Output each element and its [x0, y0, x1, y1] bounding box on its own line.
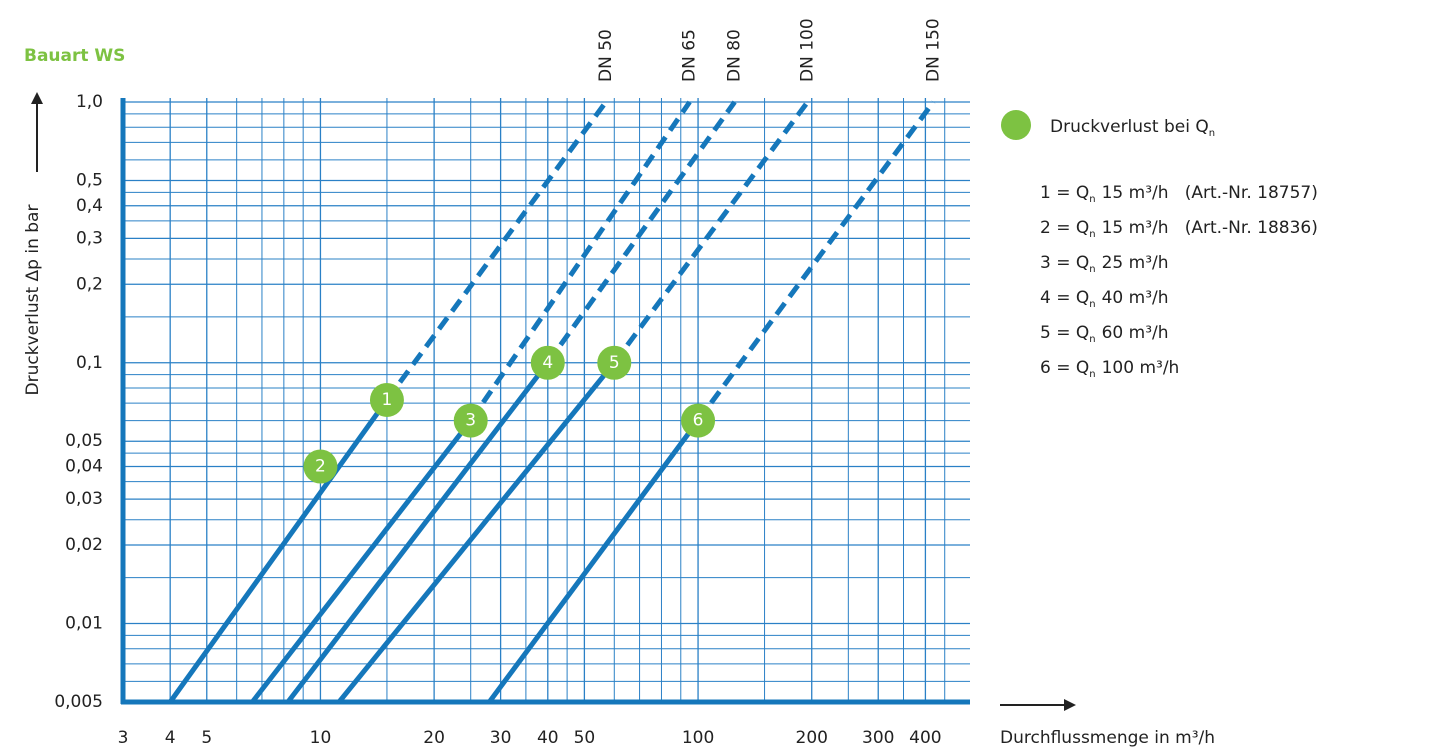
series-line-dashed — [468, 100, 692, 423]
y-tick-label: 0,4 — [76, 196, 103, 216]
y-axis-label: Druckverlust Δp in bar — [23, 205, 43, 396]
y-tick-label: 0,005 — [54, 692, 103, 712]
legend-item: 1 = Qn 15 m³/h (Art.-Nr. 18757) — [1040, 183, 1318, 205]
legend-title-text: Druckverlust bei Q — [1050, 117, 1209, 137]
point-marker — [530, 345, 565, 380]
y-tick-label: 0,02 — [65, 535, 103, 555]
chart-title: Bauart WS — [24, 46, 125, 66]
x-tick-label: 20 — [423, 728, 445, 748]
x-axis-label: Durchflussmenge in m³/h — [1000, 728, 1215, 748]
legend-item: 2 = Qn 15 m³/h (Art.-Nr. 18836) — [1040, 218, 1318, 240]
series-label: DN 65 — [680, 29, 700, 82]
legend-item-prefix: 2 = Q — [1040, 218, 1089, 238]
legend-item-text: 40 m³/h — [1102, 288, 1169, 308]
legend-item-prefix: 5 = Q — [1040, 323, 1089, 343]
y-tick-label: 0,03 — [65, 489, 103, 509]
y-tick-label: 0,5 — [76, 170, 103, 190]
x-tick-label: 400 — [909, 728, 941, 748]
point-label: 2 — [315, 457, 326, 477]
x-tick-label: 4 — [165, 728, 176, 748]
legend-item-text: 15 m³/h (Art.-Nr. 18836) — [1102, 218, 1318, 238]
series-line-dashed — [696, 100, 936, 423]
legend-title-sub: n — [1209, 128, 1215, 139]
point-label: 5 — [609, 353, 620, 373]
legend-item-text: 60 m³/h — [1102, 323, 1169, 343]
x-tick-label: 3 — [118, 728, 129, 748]
legend-marker — [1001, 110, 1031, 140]
point-label: 1 — [382, 390, 393, 410]
series-label: DN 80 — [725, 29, 745, 82]
point-marker — [303, 449, 338, 484]
y-tick-label: 0,01 — [65, 614, 103, 634]
series-line — [337, 361, 617, 704]
x-tick-label: 40 — [537, 728, 559, 748]
series-line — [285, 361, 550, 704]
legend-item-sub: n — [1089, 194, 1095, 205]
y-tick-label: 0,3 — [76, 228, 103, 248]
y-tick-label: 0,1 — [76, 353, 103, 373]
series-line — [168, 398, 389, 704]
legend-item-prefix: 3 = Q — [1040, 253, 1089, 273]
y-tick-label: 1,0 — [76, 92, 103, 112]
x-tick-label: 200 — [796, 728, 828, 748]
x-tick-label: 30 — [490, 728, 512, 748]
legend-item: 3 = Qn 25 m³/h — [1040, 253, 1169, 275]
series-line — [250, 419, 473, 704]
x-tick-label: 10 — [310, 728, 332, 748]
y-tick-label: 0,2 — [76, 274, 103, 294]
x-tick-label: 50 — [574, 728, 596, 748]
series-line-dashed — [384, 100, 608, 402]
legend-item: 6 = Qn 100 m³/h — [1040, 358, 1179, 380]
legend-item-sub: n — [1089, 229, 1095, 240]
series-line-dashed — [545, 100, 737, 365]
series-label: DN 100 — [798, 18, 818, 82]
series-line — [487, 419, 701, 704]
legend-title: Druckverlust bei Qn — [1050, 117, 1215, 139]
point-marker — [369, 382, 404, 417]
y-tick-label: 0,04 — [65, 457, 103, 477]
legend-item-sub: n — [1089, 369, 1095, 380]
legend-item-text: 100 m³/h — [1102, 358, 1180, 378]
x-arrow-head — [1064, 699, 1076, 711]
legend-item-sub: n — [1089, 299, 1095, 310]
legend-item-prefix: 6 = Q — [1040, 358, 1089, 378]
point-label: 4 — [542, 353, 553, 373]
series-line-dashed — [612, 100, 810, 365]
series-label: DN 50 — [596, 29, 616, 82]
point-marker — [681, 403, 716, 438]
series-label: DN 150 — [923, 18, 943, 82]
point-label: 6 — [693, 411, 704, 431]
y-arrow-head — [31, 92, 43, 104]
legend-item-text: 15 m³/h (Art.-Nr. 18757) — [1102, 183, 1318, 203]
legend-item-sub: n — [1089, 264, 1095, 275]
legend-item-prefix: 1 = Q — [1040, 183, 1089, 203]
y-tick-label: 0,05 — [65, 431, 103, 451]
legend-item: 5 = Qn 60 m³/h — [1040, 323, 1169, 345]
legend-item: 4 = Qn 40 m³/h — [1040, 288, 1169, 310]
point-marker — [597, 345, 632, 380]
legend-item-sub: n — [1089, 334, 1095, 345]
x-tick-label: 100 — [682, 728, 714, 748]
x-tick-label: 5 — [201, 728, 212, 748]
point-label: 3 — [465, 411, 476, 431]
point-marker — [453, 403, 488, 438]
legend-item-prefix: 4 = Q — [1040, 288, 1089, 308]
x-tick-label: 300 — [862, 728, 894, 748]
legend-item-text: 25 m³/h — [1102, 253, 1169, 273]
